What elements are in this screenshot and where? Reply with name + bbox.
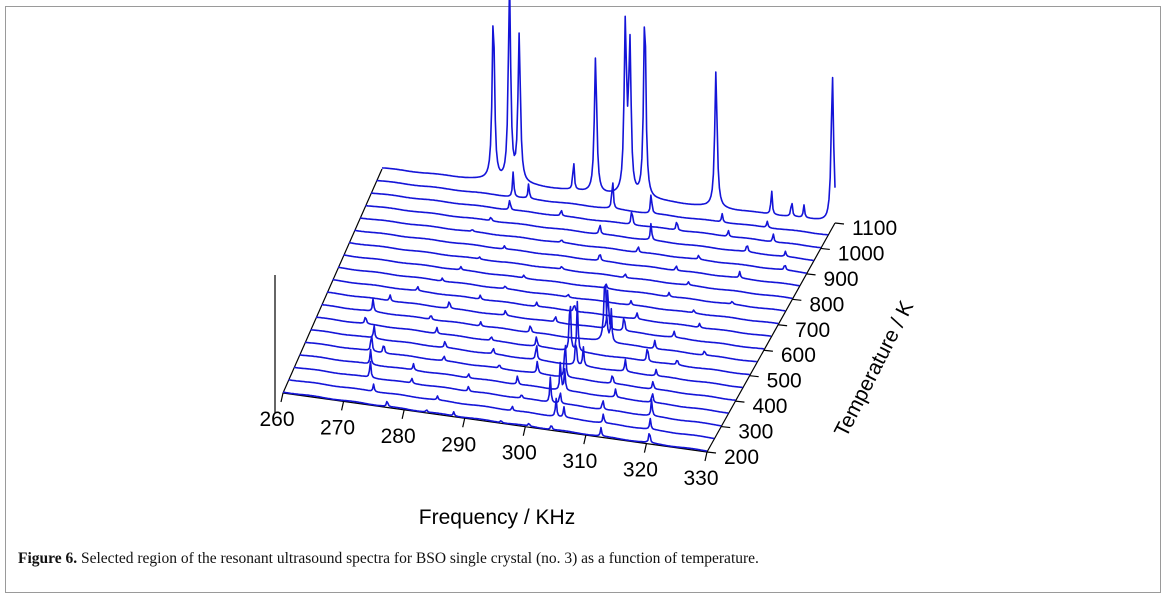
temperature-tick-label-200: 200 xyxy=(724,446,759,469)
spectrum-trace-850K xyxy=(354,229,800,287)
frequency-tick-260 xyxy=(280,392,284,403)
spectrum-trace-350K xyxy=(299,348,729,414)
temperature-tick-label-1000: 1000 xyxy=(838,242,885,265)
temperature-tick-900 xyxy=(806,273,816,276)
frequency-tick-labels: 260 270 280 290 300 310 320 330 xyxy=(259,392,719,490)
frequency-tick-label-300: 300 xyxy=(502,442,537,465)
spectrum-trace-700K xyxy=(337,266,779,325)
temperature-axis-title: Temperature / K xyxy=(830,297,918,441)
figure-caption-text: Selected region of the resonant ultrasou… xyxy=(77,550,759,567)
frequency-tick-label-260: 260 xyxy=(259,408,294,431)
spectrum-trace-900K xyxy=(359,217,807,274)
temperature-tick-label-400: 400 xyxy=(752,395,787,418)
temperature-tick-700 xyxy=(778,324,788,327)
frequency-tick-320 xyxy=(643,443,648,453)
temperature-tick-400 xyxy=(735,400,745,403)
temperature-tick-600 xyxy=(763,349,773,352)
spectrum-trace-550K xyxy=(321,284,757,363)
spectrum-trace-1000K xyxy=(370,192,821,249)
spectrum-trace-600K xyxy=(326,289,765,350)
figure-caption: Figure 6. Selected region of the resonan… xyxy=(18,550,1138,568)
frequency-tick-300 xyxy=(522,426,526,436)
figure-caption-label: Figure 6. xyxy=(18,550,78,567)
spectrum-trace-650K xyxy=(332,278,772,337)
frequency-tick-330 xyxy=(704,451,708,462)
frequency-tick-290 xyxy=(462,418,466,428)
right-temperature-axis-line xyxy=(706,222,836,453)
frequency-tick-label-280: 280 xyxy=(381,425,416,448)
temperature-tick-label-300: 300 xyxy=(738,421,773,444)
spectrum-trace-1050K xyxy=(376,171,828,236)
temperature-tick-label-900: 900 xyxy=(824,268,859,291)
spectrum-trace-1100K xyxy=(381,0,836,220)
frequency-tick-label-310: 310 xyxy=(562,450,597,473)
spectrum-trace-250K xyxy=(288,378,715,440)
temperature-tick-1000 xyxy=(820,247,830,251)
waterfall-plot: 260 270 280 290 300 310 320 330 200300400500600… xyxy=(259,0,918,529)
spectrum-trace-400K xyxy=(304,335,736,401)
temperature-tick-label-1100: 1100 xyxy=(852,217,897,240)
frequency-tick-label-270: 270 xyxy=(320,416,355,439)
temperature-tick-800 xyxy=(792,298,802,301)
frequency-tick-310 xyxy=(583,435,587,445)
figure-frame xyxy=(5,6,1161,593)
temperature-tick-label-700: 700 xyxy=(795,319,830,342)
spectrum-trace-950K xyxy=(365,204,814,262)
frequency-tick-280 xyxy=(401,409,405,419)
spectrum-trace-800K xyxy=(348,241,793,300)
temperature-tick-500 xyxy=(749,375,759,378)
temperature-tick-label-500: 500 xyxy=(767,370,802,393)
spectrum-trace-500K xyxy=(315,300,750,376)
frequency-axis-title: Frequency / KHz xyxy=(419,506,575,529)
temperature-tick-200 xyxy=(706,451,717,454)
spectrum-trace-300K xyxy=(293,360,722,427)
frequency-tick-label-320: 320 xyxy=(623,459,658,482)
spectra-traces xyxy=(282,0,836,452)
temperature-tick-label-800: 800 xyxy=(809,293,844,316)
spectrum-trace-450K xyxy=(310,324,743,389)
temperature-tick-label-600: 600 xyxy=(781,344,816,367)
front-frequency-axis-line xyxy=(282,392,708,453)
spectrum-trace-750K xyxy=(343,254,786,312)
temperature-tick-1100 xyxy=(834,222,845,225)
temperature-tick-300 xyxy=(721,425,731,429)
spectrum-trace-200K xyxy=(282,391,708,452)
frequency-tick-label-330: 330 xyxy=(683,467,718,490)
frequency-tick-270 xyxy=(340,401,345,411)
frequency-tick-label-290: 290 xyxy=(441,433,476,456)
